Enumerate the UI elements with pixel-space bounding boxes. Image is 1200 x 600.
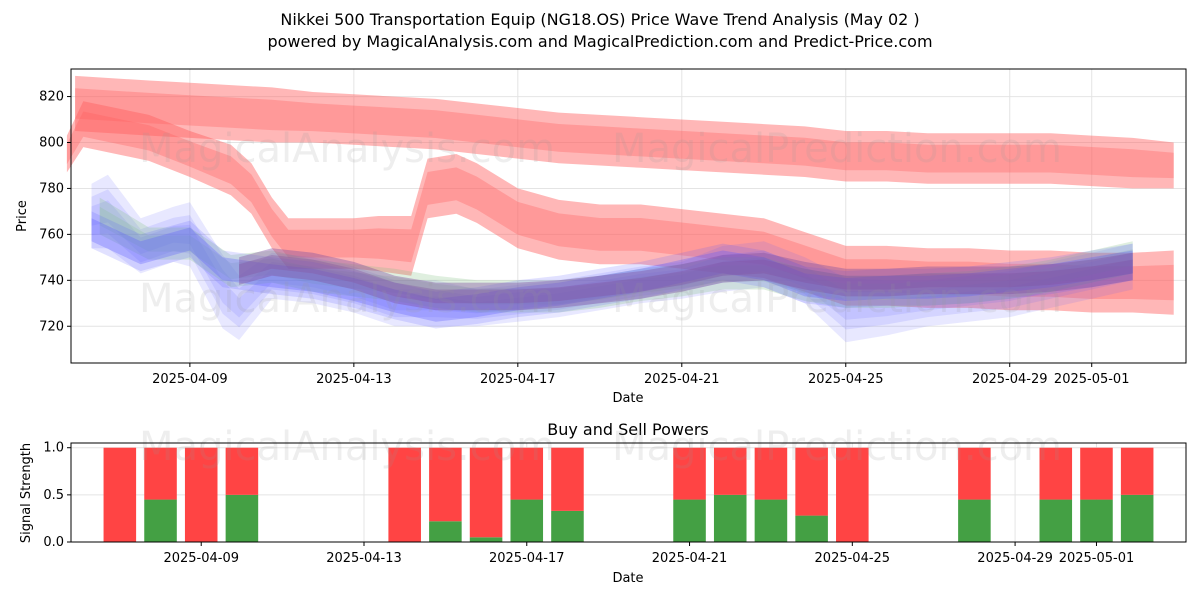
signal-axis-ticks: 0.0 0.5 1.0 2025-04-09 2025-04-13 2025-04-17 2… [43,441,1134,566]
sell-bar [429,447,462,522]
price-xtick-label: 2025-04-09 [152,372,228,387]
signal-ylabel: Signal Strength [19,443,34,543]
price-grid [71,69,1186,363]
price-ytick-label: 820 [39,90,64,105]
buy-bar [673,499,706,542]
sell-bar [103,447,137,542]
blue-band-narrow [91,211,1133,329]
sell-bar [754,447,788,500]
red-band-upper [75,75,1174,189]
signal-ytick-label: 1.0 [43,441,64,456]
buy-bar [144,499,177,542]
sell-bar [1120,447,1154,495]
sell-bar [673,447,706,500]
signal-xlabel: Date [612,571,643,586]
signal-xtick-label: 2025-04-29 [977,551,1053,566]
buy-bar [429,521,462,542]
sell-bar [1039,447,1073,500]
price-ytick-label: 800 [39,136,64,151]
purple-band [239,255,1133,304]
signal-plot-frame [70,442,1187,543]
sell-bar [795,447,828,516]
sell-bar [388,447,421,542]
signal-ytick-label: 0.0 [43,535,64,550]
sell-bar [469,447,503,538]
sell-bar [510,447,544,500]
price-ytick-label: 760 [39,227,64,242]
buy-bar [754,499,788,542]
signal-xtick-label: 2025-04-13 [326,551,402,566]
price-xtick-label: 2025-04-21 [644,372,720,387]
price-xtick-label: 2025-04-29 [972,372,1048,387]
watermark-analysis-mid: MagicalAnalysis.com [139,276,555,322]
red-band-lower [66,101,1174,315]
buy-sell-title: Buy and Sell Powers [547,420,709,439]
red-band-lower [66,111,1174,301]
price-ylabel: Price [15,200,30,232]
price-ytick-label: 780 [39,181,64,196]
buy-sell-chart: Buy and Sell Powers MagicalAnalysis.com … [19,420,1187,586]
blue-band-wide [91,189,1133,330]
signal-xtick-label: 2025-04-25 [815,551,891,566]
sell-bar [836,447,869,542]
signal-bars [103,447,1154,542]
title-line-1: Nikkei 500 Transportation Equip (NG18.OS… [280,10,919,29]
sell-bar [225,447,259,495]
sell-bar [958,447,991,500]
buy-bar [1080,499,1113,542]
buy-bar [958,499,991,542]
signal-xtick-label: 2025-05-01 [1059,551,1135,566]
buy-bar [469,537,503,542]
purple-band [239,248,1133,311]
signal-xtick-label: 2025-04-17 [489,551,565,566]
watermark-analysis-bottom: MagicalAnalysis.com [139,424,555,470]
signal-xtick-label: 2025-04-21 [652,551,728,566]
signal-xtick-label: 2025-04-09 [163,551,239,566]
buy-bar [1039,499,1073,542]
sell-bar [144,447,177,500]
sell-bar [184,447,218,542]
watermark-analysis-top: MagicalAnalysis.com [139,126,555,172]
sell-bar [551,447,584,511]
red-band-upper [75,88,1174,179]
price-ytick-label: 720 [39,319,64,334]
watermark-prediction-top: MagicalPrediction.com [612,126,1062,172]
green-band [99,206,1133,305]
price-xlabel: Date [612,391,643,406]
blue-band-wide [91,200,1133,320]
buy-bar [795,515,828,542]
signal-ytick-label: 0.5 [43,488,64,503]
price-xtick-label: 2025-05-01 [1054,372,1130,387]
buy-bar [510,499,544,542]
price-xtick-label: 2025-04-17 [480,372,556,387]
price-xtick-label: 2025-04-13 [316,372,392,387]
watermark-prediction-bottom: MagicalPrediction.com [612,424,1062,470]
blue-band-wide [91,174,1133,343]
price-plot-frame [70,68,1187,364]
buy-bar [713,494,747,542]
buy-bar [551,510,584,542]
blue-band-narrow [91,218,1133,322]
title-line-2: powered by MagicalAnalysis.com and Magic… [267,32,932,51]
buy-bar [1120,494,1154,542]
price-axis-ticks: 720 740 760 780 800 820 2025-04-09 2025-04-13 20… [39,90,1129,387]
sell-bar [1080,447,1113,500]
price-wave-chart: MagicalAnalysis.com MagicalPrediction.co… [15,68,1187,406]
price-bands [66,75,1174,343]
buy-bar [225,494,259,542]
sell-bar [713,447,747,495]
watermark-prediction-mid: MagicalPrediction.com [612,276,1062,322]
price-ytick-label: 740 [39,273,64,288]
price-xtick-label: 2025-04-25 [808,372,884,387]
green-band [99,197,1133,313]
